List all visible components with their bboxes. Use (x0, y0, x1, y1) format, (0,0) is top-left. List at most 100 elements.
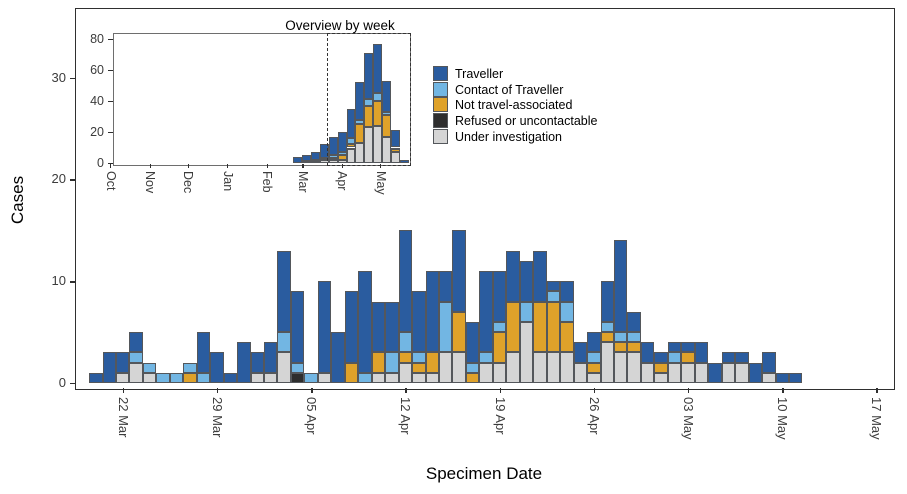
main-bar-segment-c (600, 321, 614, 333)
main-bar-segment-t (587, 332, 601, 353)
main-bar-segment-t (196, 332, 211, 373)
main-bar-segment-t (452, 230, 466, 312)
main-bar-segment-c (142, 362, 157, 373)
inset-bar-segment-u (391, 152, 401, 163)
main-bar-segment-c (304, 372, 318, 383)
main-bar-segment-u (640, 362, 655, 383)
inset-zoom-region-outline (326, 33, 412, 166)
main-bar-segment-c (183, 362, 197, 373)
inset-x-tick-label: Jan (220, 171, 235, 192)
main-bar-segment-c (465, 362, 480, 373)
main-bar-segment-t (654, 352, 668, 363)
main-bar-segment-u (519, 321, 534, 383)
main-bar-segment-t (613, 240, 628, 333)
main-bar-segment-u (533, 352, 547, 383)
main-bar-segment-t (115, 352, 130, 373)
main-bar-segment-u (142, 372, 157, 383)
main-bar-segment-n (398, 352, 413, 363)
inset-bar-segment-t (328, 136, 338, 156)
inset-bar-segment-t (301, 155, 311, 162)
main-bar-segment-u (560, 352, 574, 383)
main-bar-segment-n (465, 372, 480, 383)
inset-bar-segment-n (355, 124, 365, 143)
main-bar-segment-t (775, 372, 789, 383)
main-bar-segment-t (102, 352, 116, 383)
x-tick-label: 10 May (775, 397, 791, 440)
x-tick-label: 05 Apr (304, 397, 320, 435)
inset-y-tick-label: 80 (90, 31, 104, 46)
main-bar-segment-t (237, 342, 251, 383)
inset-x-tick-mark (302, 163, 304, 168)
main-bar-segment-n (654, 362, 668, 373)
main-bar-segment-c (358, 372, 372, 383)
inset-bar-segment-n (328, 158, 338, 161)
main-bar-segment-u (694, 362, 709, 383)
inset-bar-segment-u (337, 159, 347, 163)
inset-x-tick-label: Feb (260, 171, 275, 193)
main-bar-segment-u (654, 372, 668, 383)
inset-bar-segment-n (346, 144, 356, 148)
main-bar-segment-u (317, 372, 332, 383)
main-bar-segment-n (600, 332, 614, 343)
main-bar-segment-t (492, 271, 507, 322)
legend-swatch-icon (433, 81, 448, 97)
main-bar-segment-u (452, 352, 466, 383)
inset-y-tick-mark (108, 132, 113, 134)
main-bar-segment-c (546, 291, 561, 302)
inset-bar-segment-t (346, 108, 356, 139)
main-bar-segment-u (681, 362, 695, 383)
inset-bar-segment-c (337, 152, 347, 156)
inset-x-tick-mark (341, 163, 344, 168)
y-tick-mark (70, 77, 75, 79)
main-bar-segment-t (89, 372, 103, 383)
inset-bar-segment-r (346, 147, 356, 150)
x-tick-label: 12 Apr (398, 397, 414, 435)
main-bar-segment-t (264, 342, 278, 373)
main-bar-segment-u (627, 352, 641, 383)
main-bar-segment-u (479, 362, 493, 383)
main-bar-segment-c (169, 372, 184, 383)
main-bar-segment-c (613, 332, 628, 343)
main-bar-segment-t (412, 291, 426, 353)
main-bar-segment-u (115, 372, 130, 383)
main-bar-segment-n (492, 332, 507, 363)
main-bar-segment-t (560, 281, 574, 302)
inset-y-tick-mark (108, 101, 113, 103)
main-bar-segment-u (546, 352, 561, 383)
x-tick-label: 03 May (681, 397, 697, 440)
main-bar-segment-c (156, 372, 170, 383)
inset-bar-segment-c (346, 138, 356, 145)
legend-swatch-icon (433, 113, 448, 129)
main-bar-segment-u (250, 372, 265, 383)
main-bar-segment-c (492, 321, 507, 333)
x-tick-mark (499, 388, 501, 393)
main-bar-segment-n (412, 362, 426, 373)
main-bar-segment-t (250, 352, 265, 373)
main-bar-segment-t (223, 372, 238, 383)
inset-bar-segment-t (355, 82, 365, 120)
inset-bar-segment-u (382, 136, 392, 163)
main-bar-segment-n (371, 352, 386, 373)
main-bar-segment-u (264, 372, 278, 383)
x-tick-label: 19 Apr (492, 397, 508, 435)
inset-x-tick-mark (187, 163, 189, 168)
main-bar-segment-t (721, 352, 736, 363)
inset-bar-segment-n (337, 155, 347, 160)
main-bar-segment-u (587, 372, 601, 383)
inset-x-tick-label: Oct (103, 171, 118, 191)
inset-bar-segment-c (310, 159, 320, 162)
legend-label: Contact of Traveller (455, 82, 564, 97)
x-axis-title: Specimen Date (425, 464, 543, 483)
main-bar-segment-n (452, 311, 466, 353)
inset-bar-segment-t (373, 43, 383, 94)
main-bar-segment-c (129, 352, 143, 363)
inset-bar-segment-n (391, 149, 401, 153)
main-bar-segment-t (465, 321, 480, 363)
inset-bar-segment-c (355, 119, 365, 125)
main-bar-segment-t (748, 362, 763, 383)
inset-x-tick-mark (266, 163, 268, 168)
main-bar-segment-u (385, 372, 399, 383)
main-bar-segment-t (317, 281, 332, 373)
